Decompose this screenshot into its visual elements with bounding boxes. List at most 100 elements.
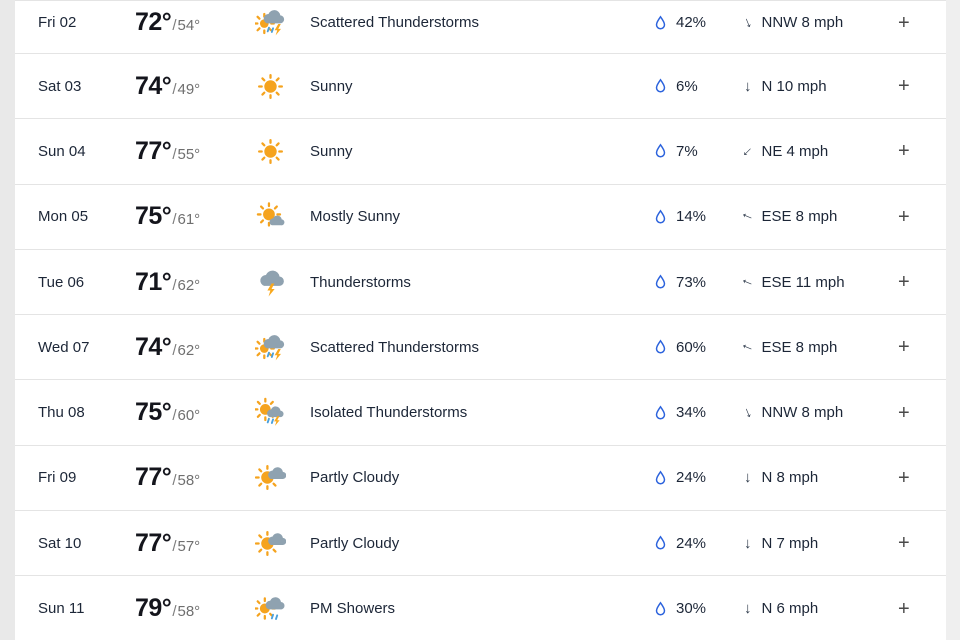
temp-separator: /	[172, 537, 177, 555]
expand-row-button[interactable]: +	[896, 468, 946, 488]
wind-direction-arrow-icon: ↓	[744, 600, 752, 618]
droplet-icon	[654, 209, 667, 225]
precip-chance: 42%	[654, 14, 744, 31]
condition-label: Scattered Thunderstorms	[310, 338, 479, 356]
precip-chance: 60%	[654, 339, 744, 356]
forecast-row[interactable]: Sun 11 79° / 58° PM Showers 30% ↓ N 6 mp…	[15, 576, 946, 641]
wind-label: ESE 11 mph	[761, 273, 845, 291]
precip-chance: 7%	[654, 143, 744, 160]
expand-row-button[interactable]: +	[896, 599, 946, 619]
droplet-icon	[654, 15, 667, 31]
forecast-row[interactable]: Sat 10 77° / 57° Partly Cloudy 24% ↓ N 7…	[15, 511, 946, 577]
temperature-range: 74° / 49°	[135, 72, 255, 101]
wind-direction-arrow-icon: ↓	[744, 77, 752, 95]
expand-row-button[interactable]: +	[896, 533, 946, 553]
condition-label: Isolated Thunderstorms	[310, 404, 468, 422]
day-label: Mon 05	[38, 208, 89, 226]
temperature-range: 77° / 58°	[135, 463, 255, 492]
high-temp: 72°	[135, 8, 172, 36]
scattered-thunderstorms-icon	[255, 7, 310, 38]
wind-label: ESE 8 mph	[761, 338, 838, 356]
precip-chance: 24%	[654, 469, 744, 486]
isolated-thunderstorms-icon	[255, 397, 310, 428]
scattered-thunderstorms-icon	[255, 332, 310, 363]
high-temp: 77°	[135, 463, 172, 492]
forecast-row[interactable]: Sun 04 77° / 55° Sunny 7% ↓ NE 4 mph +	[15, 119, 946, 185]
low-temp: 62°	[177, 276, 201, 294]
wind-info: ↓ NNW 8 mph	[741, 403, 896, 422]
precip-chance: 6%	[654, 78, 744, 95]
condition-label: Scattered Thunderstorms	[310, 14, 479, 31]
droplet-icon	[654, 405, 667, 421]
temperature-range: 79° / 58°	[135, 594, 255, 623]
precip-chance: 34%	[654, 404, 744, 421]
high-temp: 74°	[135, 71, 172, 100]
low-temp: 58°	[177, 603, 201, 621]
low-temp: 62°	[177, 341, 201, 359]
condition-label: Sunny	[310, 77, 353, 95]
droplet-icon	[654, 78, 667, 94]
temp-separator: /	[172, 407, 177, 425]
expand-row-button[interactable]: +	[896, 207, 946, 227]
wind-direction-arrow-icon: ↓	[744, 534, 752, 552]
low-temp: 49°	[177, 80, 201, 98]
forecast-row[interactable]: Fri 09 77° / 58° Partly Cloudy 24% ↓ N 8…	[15, 445, 946, 512]
day-label: Sun 04	[38, 142, 86, 160]
day-label: Sat 10	[38, 534, 82, 552]
forecast-row[interactable]: Fri 02 72° / 54° Scattered Thunderstorms…	[15, 1, 946, 54]
wind-label: ESE 8 mph	[761, 208, 838, 226]
high-temp: 75°	[135, 202, 172, 231]
wind-label: NNW 8 mph	[761, 404, 844, 422]
left-page-gutter	[0, 0, 15, 640]
forecast-row[interactable]: Sat 03 74° / 49° Sunny 6% ↓ N 10 mph +	[15, 54, 946, 120]
droplet-icon	[654, 535, 667, 551]
day-label: Fri 02	[38, 14, 77, 31]
precip-percent: 6%	[676, 77, 698, 95]
high-temp: 77°	[135, 528, 172, 557]
high-temp: 74°	[135, 332, 172, 361]
day-label: Sat 03	[38, 77, 82, 95]
droplet-icon	[654, 143, 667, 159]
high-temp: 71°	[135, 267, 172, 296]
high-temp: 75°	[135, 398, 172, 427]
precip-percent: 42%	[676, 14, 707, 31]
expand-row-button[interactable]: +	[896, 403, 946, 423]
precip-percent: 30%	[676, 600, 707, 618]
expand-row-button[interactable]: +	[896, 337, 946, 357]
precip-percent: 34%	[676, 404, 707, 422]
sunny-icon	[255, 71, 310, 102]
temp-separator: /	[172, 472, 177, 490]
precip-percent: 14%	[676, 208, 707, 226]
condition-label: Partly Cloudy	[310, 469, 400, 487]
expand-row-button[interactable]: +	[896, 76, 946, 96]
expand-row-button[interactable]: +	[896, 272, 946, 292]
wind-label: NNW 8 mph	[761, 14, 844, 31]
low-temp: 58°	[177, 472, 201, 490]
temperature-range: 72° / 54°	[135, 8, 255, 37]
mostly-sunny-icon	[255, 201, 310, 232]
wind-info: ↓ NNW 8 mph	[741, 13, 896, 32]
forecast-row[interactable]: Wed 07 74° / 62° Scattered Thunderstorms…	[15, 315, 946, 381]
low-temp: 60°	[177, 407, 201, 425]
temp-separator: /	[172, 341, 177, 359]
wind-direction-arrow-icon: ↓	[744, 469, 752, 487]
expand-row-button[interactable]: +	[896, 13, 946, 33]
temperature-range: 74° / 62°	[135, 333, 255, 362]
forecast-row[interactable]: Mon 05 75° / 61° Mostly Sunny 14% ↓ ESE …	[15, 184, 946, 250]
forecast-row[interactable]: Thu 08 75° / 60° Isolated Thunderstorms …	[15, 380, 946, 446]
wind-info: ↓ ESE 8 mph	[738, 208, 896, 226]
partly-cloudy-icon	[255, 462, 310, 493]
precip-percent: 7%	[676, 142, 698, 160]
precip-percent: 60%	[676, 338, 707, 356]
wind-info: ↓ N 7 mph	[744, 535, 896, 552]
wind-label: N 7 mph	[761, 534, 819, 552]
forecast-row[interactable]: Tue 06 71° / 62° Thunderstorms 73% ↓ ESE…	[15, 249, 946, 316]
precip-chance: 14%	[654, 208, 744, 225]
precip-percent: 24%	[676, 469, 707, 487]
droplet-icon	[654, 274, 667, 290]
expand-row-button[interactable]: +	[896, 141, 946, 161]
wind-info: ↓ ESE 8 mph	[738, 338, 896, 356]
partly-cloudy-icon	[255, 528, 310, 559]
wind-direction-arrow-icon: ↓	[741, 13, 755, 32]
temperature-range: 77° / 55°	[135, 137, 255, 166]
